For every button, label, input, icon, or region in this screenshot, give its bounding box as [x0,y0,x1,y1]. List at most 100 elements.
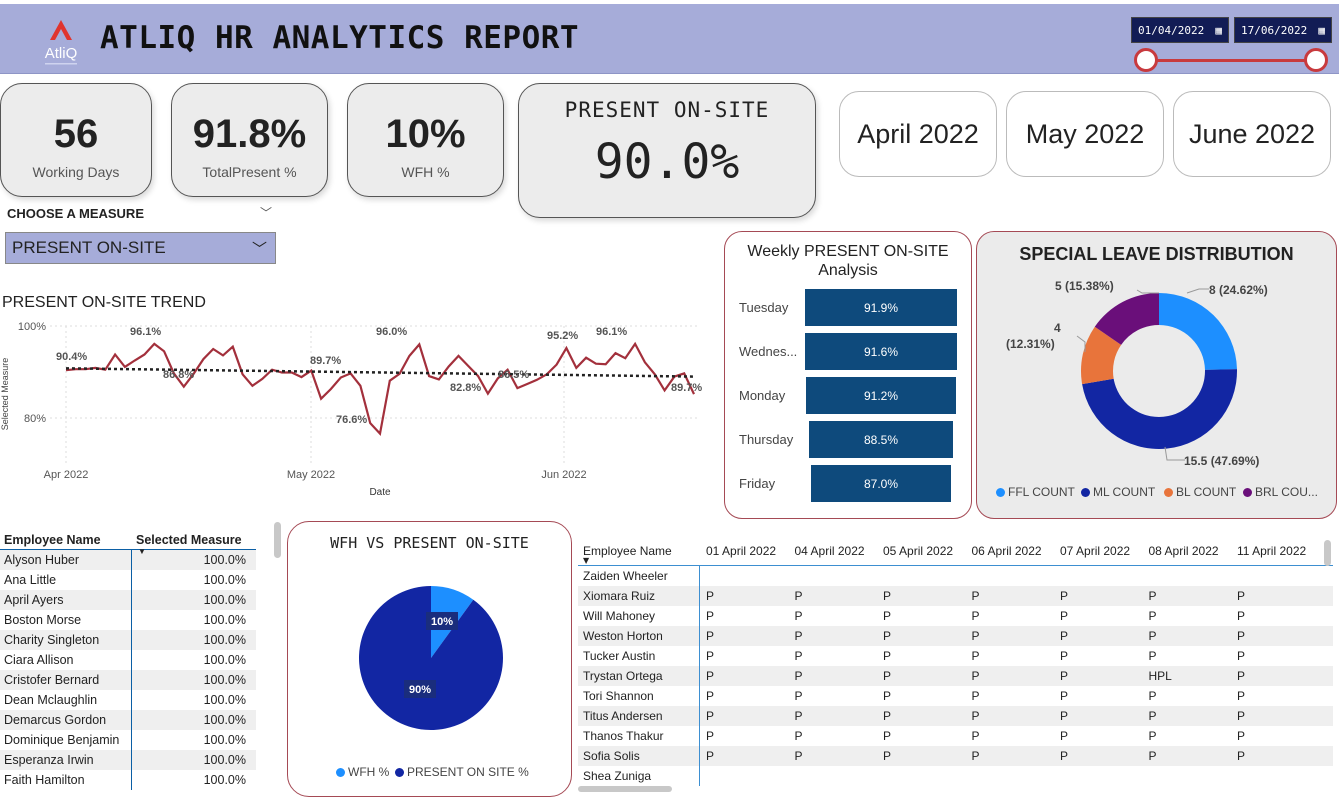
weekly-bar[interactable]: 91.9% [805,289,957,326]
header-date-column[interactable]: 08 April 2022 [1148,543,1219,558]
attendance-status-cell: P [1060,749,1069,763]
table-row[interactable]: April Ayers 100.0% [0,590,256,610]
y-tick-80: 80% [24,413,46,425]
date-from-picker[interactable]: 01/04/2022 ▦ [1131,17,1229,43]
leave-slice[interactable] [1094,293,1159,345]
legend-bl[interactable]: BL COUNT [1164,485,1236,499]
header-date-column[interactable]: 01 April 2022 [706,543,777,558]
chevron-down-icon[interactable]: ﹀ [260,206,273,220]
table-row[interactable]: Boston Morse 100.0% [0,610,256,630]
weekly-bar-label: 88.5% [863,432,898,447]
leave-slice[interactable] [1082,369,1237,450]
weekly-bar[interactable]: 91.6% [805,333,957,370]
weekly-bar-label: 91.2% [863,388,898,403]
trend-label: 82.8% [450,382,481,394]
table-row[interactable]: Cristofer Bernard 100.0% [0,670,256,690]
table-row[interactable]: Ana Little 100.0% [0,570,256,590]
attendance-status-cell: HPL [1148,669,1172,683]
month-may-2022[interactable]: May 2022 [1006,91,1164,177]
leave-slice[interactable] [1081,326,1122,385]
attendance-employee-cell: Will Mahoney [578,606,700,626]
legend-brl[interactable]: BRL COU... [1243,485,1318,499]
weekday-label: Wednes... [739,344,798,359]
month-april-2022[interactable]: April 2022 [839,91,997,177]
attendance-employee-cell: Xiomara Ruiz [578,586,700,606]
weekday-label: Thursday [739,432,794,447]
wfh-slice[interactable] [359,586,504,730]
header-employee-name[interactable]: Employee Name [4,533,101,547]
x-tick-apr: Apr 2022 [44,469,89,481]
attendance-status-cell: P [1148,689,1157,703]
attendance-status-cell: P [1148,629,1157,643]
table-row[interactable]: Dean Mclaughlin 100.0% [0,690,256,710]
attendance-row[interactable]: Xiomara Ruiz P P P P P P P [578,586,1333,606]
weekly-title: Weekly PRESENT ON-SITE Analysis [747,243,949,279]
weekly-bar[interactable]: 87.0% [811,465,951,502]
attendance-row[interactable]: Tori Shannon P P P P P P P [578,686,1333,706]
header-selected-measure[interactable]: Selected Measure ▼ [136,533,256,556]
x-axis-title: Date [369,487,391,498]
weekday-label: Tuesday [739,300,789,315]
employee-measure-table: Employee Name Selected Measure ▼ Alyson … [0,524,256,792]
wfh-card: 10% WFH % [347,83,504,197]
attendance-vscrollbar[interactable] [1324,540,1331,566]
attendance-row[interactable]: Thanos Thakur P P P P P P P [578,726,1333,746]
table-row[interactable]: Dominique Benjamin 100.0% [0,730,256,750]
attendance-status-cell: P [1060,729,1069,743]
date-range-slider[interactable] [1144,59,1318,62]
table-row[interactable]: Charity Singleton 100.0% [0,630,256,650]
employee-table-scrollbar[interactable] [274,522,281,558]
wfh-vs-present-title: WFH VS PRESENT ON-SITE [330,534,529,552]
weekday-label: Friday [739,476,776,491]
attendance-status-cell: P [794,729,803,743]
calendar-icon: ▦ [1215,23,1222,37]
header-date-column[interactable]: 05 April 2022 [883,543,954,558]
legend-wfh[interactable]: WFH % [336,765,389,779]
measure-select[interactable]: PRESENT ON-SITE ﹀ [5,232,276,264]
table-row[interactable]: Esperanza Irwin 100.0% [0,750,256,770]
attendance-status-cell: P [794,689,803,703]
table-row[interactable]: Alyson Huber 100.0% [0,550,256,570]
attendance-row[interactable]: Will Mahoney P P P P P P P [578,606,1333,626]
trend-label: 89.7% [671,382,702,394]
employee-name-cell: Boston Morse [0,610,132,630]
legend-ml[interactable]: ML COUNT [1081,485,1155,499]
weekly-bar-label: 91.9% [863,300,899,315]
header-employee-name[interactable]: Employee Name [583,543,672,558]
attendance-status-cell: P [1148,609,1157,623]
header-date-column[interactable]: 07 April 2022 [1060,543,1131,558]
slider-start-handle[interactable] [1134,48,1158,72]
attendance-row[interactable]: Weston Horton P P P P P P P [578,626,1333,646]
attendance-status-cell: P [1148,749,1157,763]
header-date-column[interactable]: 11 April 2022 [1237,543,1307,558]
attendance-row[interactable]: Zaiden Wheeler [578,566,1333,586]
attendance-row[interactable]: Sofia Solis P P P P P P P [578,746,1333,766]
wfh-vs-present-card: WFH VS PRESENT ON-SITE 10% 90% WFH % PRE… [287,521,572,797]
weekly-bar[interactable]: 91.2% [805,377,957,414]
date-to-picker[interactable]: 17/06/2022 ▦ [1234,17,1332,43]
table-row[interactable]: Faith Hamilton 100.0% [0,770,256,790]
attendance-status-cell: P [883,669,892,683]
attendance-status-cell: P [1060,629,1069,643]
month-june-2022[interactable]: June 2022 [1173,91,1331,177]
table-row[interactable]: Ciara Allison 100.0% [0,650,256,670]
wfh-pie-chart [359,586,504,730]
attendance-row[interactable]: Titus Andersen P P P P P P P [578,706,1333,726]
header-date-column[interactable]: 04 April 2022 [794,543,865,558]
attendance-status-cell: P [883,589,892,603]
legend-present[interactable]: PRESENT ON SITE % [395,765,529,779]
attendance-row[interactable]: Trystan Ortega P P P P P HPL P [578,666,1333,686]
attendance-status-cell: P [706,649,715,663]
report-title: ATLIQ HR ANALYTICS REPORT [100,20,580,56]
attendance-row[interactable]: Tucker Austin P P P P P P P [578,646,1333,666]
leave-slice[interactable] [1159,293,1237,370]
weekly-analysis-card: Weekly PRESENT ON-SITE Analysis Tuesday 9… [724,231,972,519]
header-date-column[interactable]: 06 April 2022 [971,543,1042,558]
weekly-bar[interactable]: 88.5% [809,421,953,458]
slider-end-handle[interactable] [1304,48,1328,72]
legend-ffl[interactable]: FFL COUNT [996,485,1075,499]
attendance-hscrollbar[interactable] [578,786,672,792]
attendance-row[interactable]: Shea Zuniga [578,766,1333,786]
employee-name-cell: Faith Hamilton [0,770,132,790]
table-row[interactable]: Demarcus Gordon 100.0% [0,710,256,730]
